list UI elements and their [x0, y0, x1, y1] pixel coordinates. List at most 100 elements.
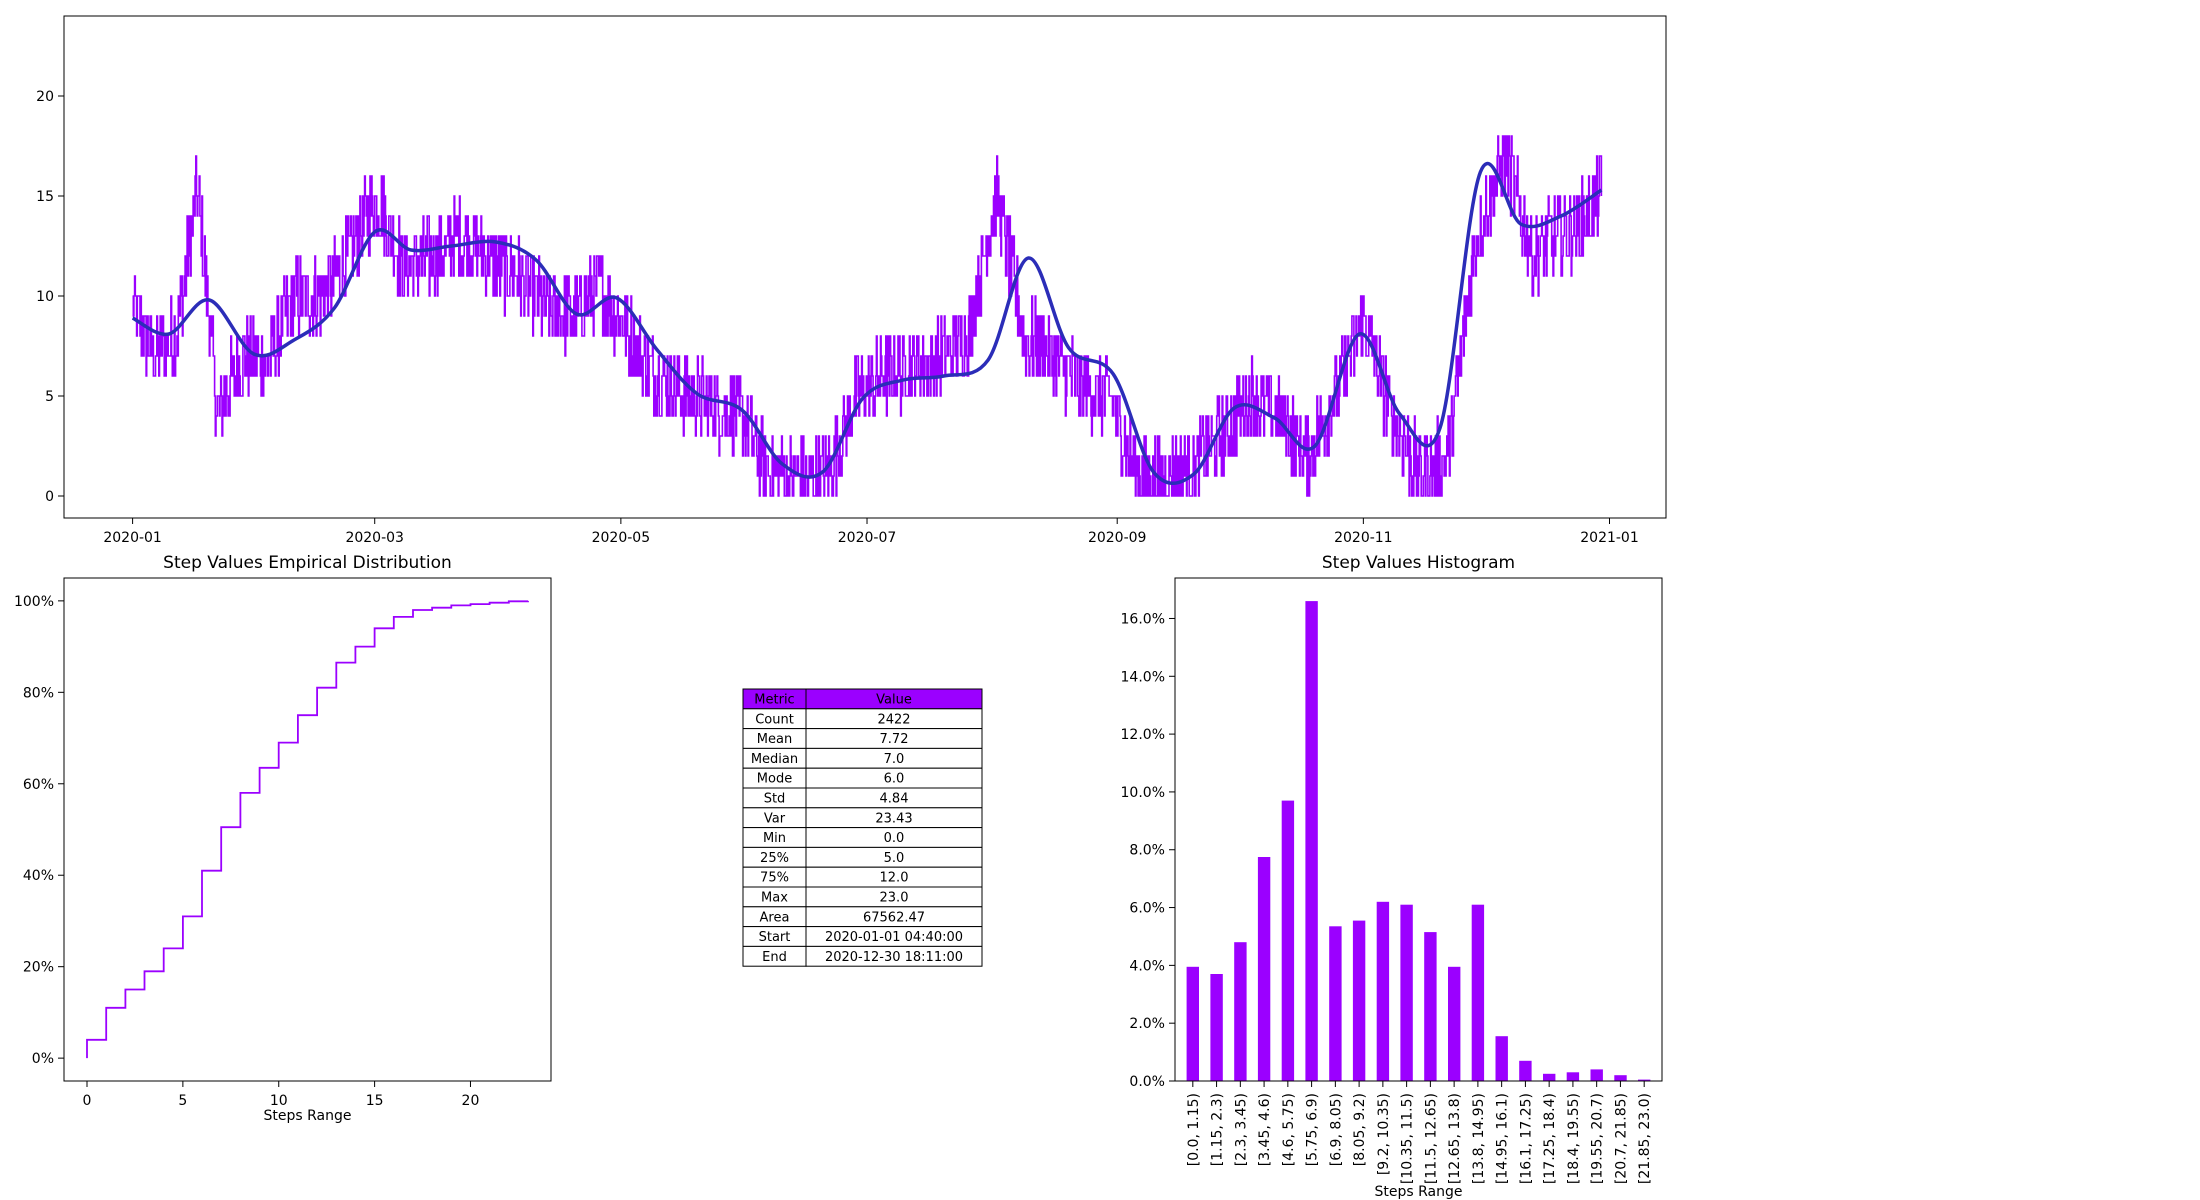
y-tick-label: 12.0% [1121, 727, 1165, 743]
histogram-bar [1186, 966, 1199, 1081]
x-tick-label: 20 [462, 1093, 480, 1109]
y-tick-label: 5 [45, 389, 54, 405]
table-metric-label: 75% [760, 871, 789, 886]
x-tick-label: [18.4, 19.55) [1566, 1093, 1582, 1184]
table-metric-label: Max [761, 891, 788, 906]
y-tick-label: 40% [23, 868, 54, 884]
x-tick-label: [21.85, 23.0) [1637, 1093, 1653, 1184]
y-tick-label: 60% [23, 777, 54, 793]
table-header-metric: Metric [754, 693, 794, 708]
x-tick-label: [12.65, 13.8) [1447, 1093, 1463, 1184]
y-tick-label: 6.0% [1129, 901, 1165, 917]
table-metric-value: 23.0 [880, 891, 909, 906]
y-tick-label: 10 [36, 289, 54, 305]
x-tick-label: [3.45, 4.6) [1257, 1093, 1273, 1166]
x-tick-label: 10 [270, 1093, 288, 1109]
x-tick-label: 2020-03 [345, 530, 404, 546]
table-metric-value: 2422 [877, 712, 910, 727]
y-tick-label: 2.0% [1129, 1016, 1165, 1032]
x-tick-label: [0.0, 1.15) [1186, 1093, 1202, 1166]
x-tick-label: 15 [366, 1093, 384, 1109]
histogram-bar [1376, 901, 1390, 1081]
table-header-value: Value [876, 693, 912, 708]
x-tick-label: [17.25, 18.4) [1542, 1093, 1558, 1184]
raw-step-line [132, 135, 1603, 497]
x-tick-label: [2.3, 3.45) [1233, 1093, 1249, 1166]
table-metric-label: Min [763, 831, 786, 846]
table-metric-label: 25% [760, 851, 789, 866]
histogram-bar [1400, 904, 1413, 1081]
ecdf-chart: 0 5 10 15 20 0% 20% 40% 60% 80% 100% Step Values Em… [14, 553, 552, 1124]
table-metric-value: 12.0 [880, 871, 909, 886]
chart-title: Step Values Histogram [1322, 553, 1515, 573]
y-tick-label: 80% [23, 685, 54, 701]
y-tick-label: 0.0% [1129, 1074, 1165, 1090]
table-metric-value: 5.0 [884, 851, 905, 866]
y-tick-label: 20% [23, 960, 54, 976]
y-tick-label: 20 [36, 89, 54, 105]
plot-frame [1174, 577, 1663, 1082]
x-tick-label: [10.35, 11.5) [1400, 1093, 1416, 1184]
table-metric-label: Area [760, 910, 790, 925]
histogram-bar [1471, 904, 1485, 1081]
table-metric-value: 67562.47 [863, 910, 925, 925]
y-tick-label: 8.0% [1129, 843, 1165, 859]
x-tick-label: [11.5, 12.65) [1423, 1093, 1439, 1184]
y-tick-label: 4.0% [1129, 958, 1165, 974]
x-tick-label: [8.05, 9.2) [1352, 1093, 1368, 1166]
x-tick-label: [6.9, 8.05) [1328, 1093, 1344, 1166]
ecdf-line [86, 600, 529, 1059]
x-tick-label: 2020-07 [838, 530, 897, 546]
x-tick-label: [16.1, 17.25) [1518, 1093, 1534, 1184]
x-tick-label: [9.2, 10.35) [1376, 1093, 1392, 1175]
table-metric-label: Mode [757, 772, 792, 787]
y-tick-label: 15 [36, 189, 54, 205]
table-metric-value: 2020-01-01 04:40:00 [825, 930, 963, 945]
histogram-bar [1448, 966, 1461, 1081]
y-tick-label: 0 [45, 489, 54, 505]
x-tick-label: [5.75, 6.9) [1305, 1093, 1321, 1166]
plot-frame [63, 15, 1667, 519]
y-tick-label: 100% [14, 594, 54, 610]
x-tick-label: [20.7, 21.85) [1613, 1093, 1629, 1184]
histogram-bar [1519, 1060, 1532, 1081]
smoothed-line [131, 161, 1603, 486]
table-metric-value: 23.43 [875, 811, 912, 826]
x-tick-label: 2020-11 [1334, 530, 1393, 546]
plot-frame [63, 577, 552, 1082]
histogram-bar [1257, 857, 1271, 1081]
x-tick-label: 2020-05 [592, 530, 651, 546]
histogram-bar [1329, 926, 1342, 1081]
histogram-bar [1638, 1079, 1651, 1081]
table-metric-label: Count [755, 712, 794, 727]
table-metric-value: 7.0 [884, 752, 905, 767]
x-tick-label: [19.55, 20.7) [1590, 1093, 1606, 1184]
histogram-bar [1281, 800, 1295, 1081]
x-axis-title: Steps Range [264, 1108, 352, 1124]
x-tick-label: 5 [178, 1093, 187, 1109]
x-tick-label: [13.8, 14.95) [1471, 1093, 1487, 1184]
x-tick-label: [1.15, 2.3) [1210, 1093, 1226, 1166]
table-metric-value: 6.0 [884, 772, 905, 787]
x-tick-label: 2021-01 [1580, 530, 1639, 546]
x-tick-label: [14.95, 16.1) [1495, 1093, 1511, 1184]
table-metric-label: Var [764, 811, 786, 826]
table-metric-value: 2020-12-30 18:11:00 [825, 950, 963, 965]
table-metric-label: Median [751, 752, 798, 767]
chart-title: Step Values Empirical Distribution [163, 553, 452, 573]
histogram-bar [1614, 1075, 1627, 1081]
timeseries-chart: 2020-01 2020-03 2020-05 2020-07 2020-09 2020-… [36, 15, 1667, 546]
histogram-bar [1590, 1069, 1603, 1081]
histogram-bar [1566, 1072, 1580, 1081]
table-metric-value: 0.0 [884, 831, 905, 846]
table-metric-value: 7.72 [880, 732, 909, 747]
y-tick-label: 0% [32, 1051, 54, 1067]
table-metric-label: Start [759, 930, 791, 945]
table-metric-label: Mean [757, 732, 792, 747]
histogram-bar [1424, 932, 1437, 1081]
histogram-bar [1210, 974, 1223, 1081]
x-axis-title: Steps Range [1375, 1184, 1463, 1200]
x-tick-label: [4.6, 5.75) [1281, 1093, 1297, 1166]
table-cell [805, 945, 983, 967]
